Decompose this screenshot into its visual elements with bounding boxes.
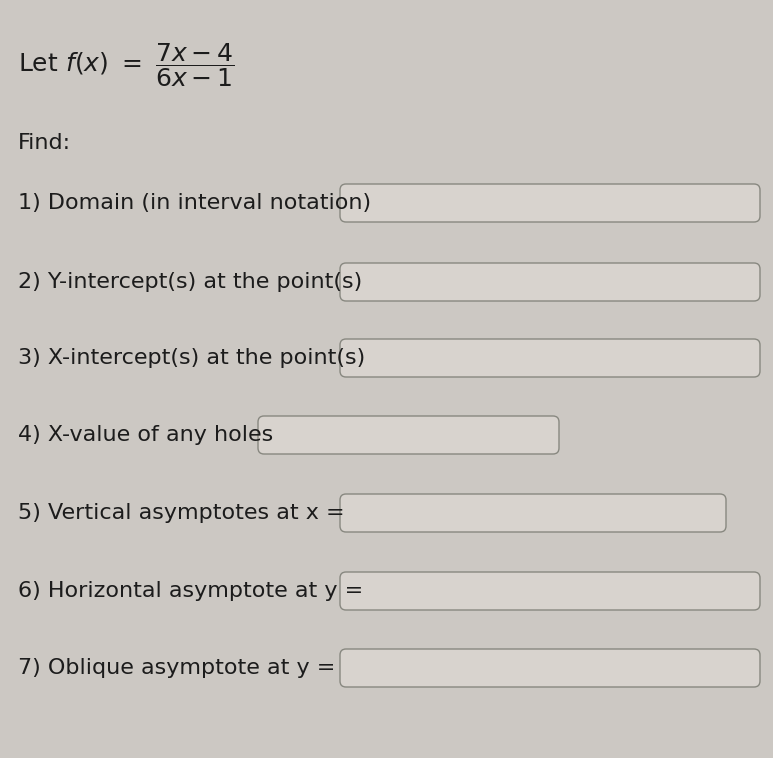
- Text: 2) Y-intercept(s) at the point(s): 2) Y-intercept(s) at the point(s): [18, 272, 363, 292]
- Text: 1) Domain (in interval notation): 1) Domain (in interval notation): [18, 193, 371, 213]
- Text: 7) Oblique asymptote at y =: 7) Oblique asymptote at y =: [18, 658, 335, 678]
- FancyBboxPatch shape: [340, 184, 760, 222]
- FancyBboxPatch shape: [340, 649, 760, 687]
- Text: 4) X-value of any holes: 4) X-value of any holes: [18, 425, 273, 445]
- Text: 5) Vertical asymptotes at x =: 5) Vertical asymptotes at x =: [18, 503, 345, 523]
- FancyBboxPatch shape: [340, 572, 760, 610]
- Text: Find:: Find:: [18, 133, 71, 153]
- Text: 6) Horizontal asymptote at y =: 6) Horizontal asymptote at y =: [18, 581, 363, 601]
- FancyBboxPatch shape: [340, 263, 760, 301]
- FancyBboxPatch shape: [258, 416, 559, 454]
- Text: 3) X-intercept(s) at the point(s): 3) X-intercept(s) at the point(s): [18, 348, 366, 368]
- Text: $\mathrm{Let}\ \mathit{f}(\mathit{x})\ =\ \dfrac{7x-4}{6x-1}$: $\mathrm{Let}\ \mathit{f}(\mathit{x})\ =…: [18, 41, 234, 89]
- FancyBboxPatch shape: [340, 339, 760, 377]
- FancyBboxPatch shape: [340, 494, 726, 532]
